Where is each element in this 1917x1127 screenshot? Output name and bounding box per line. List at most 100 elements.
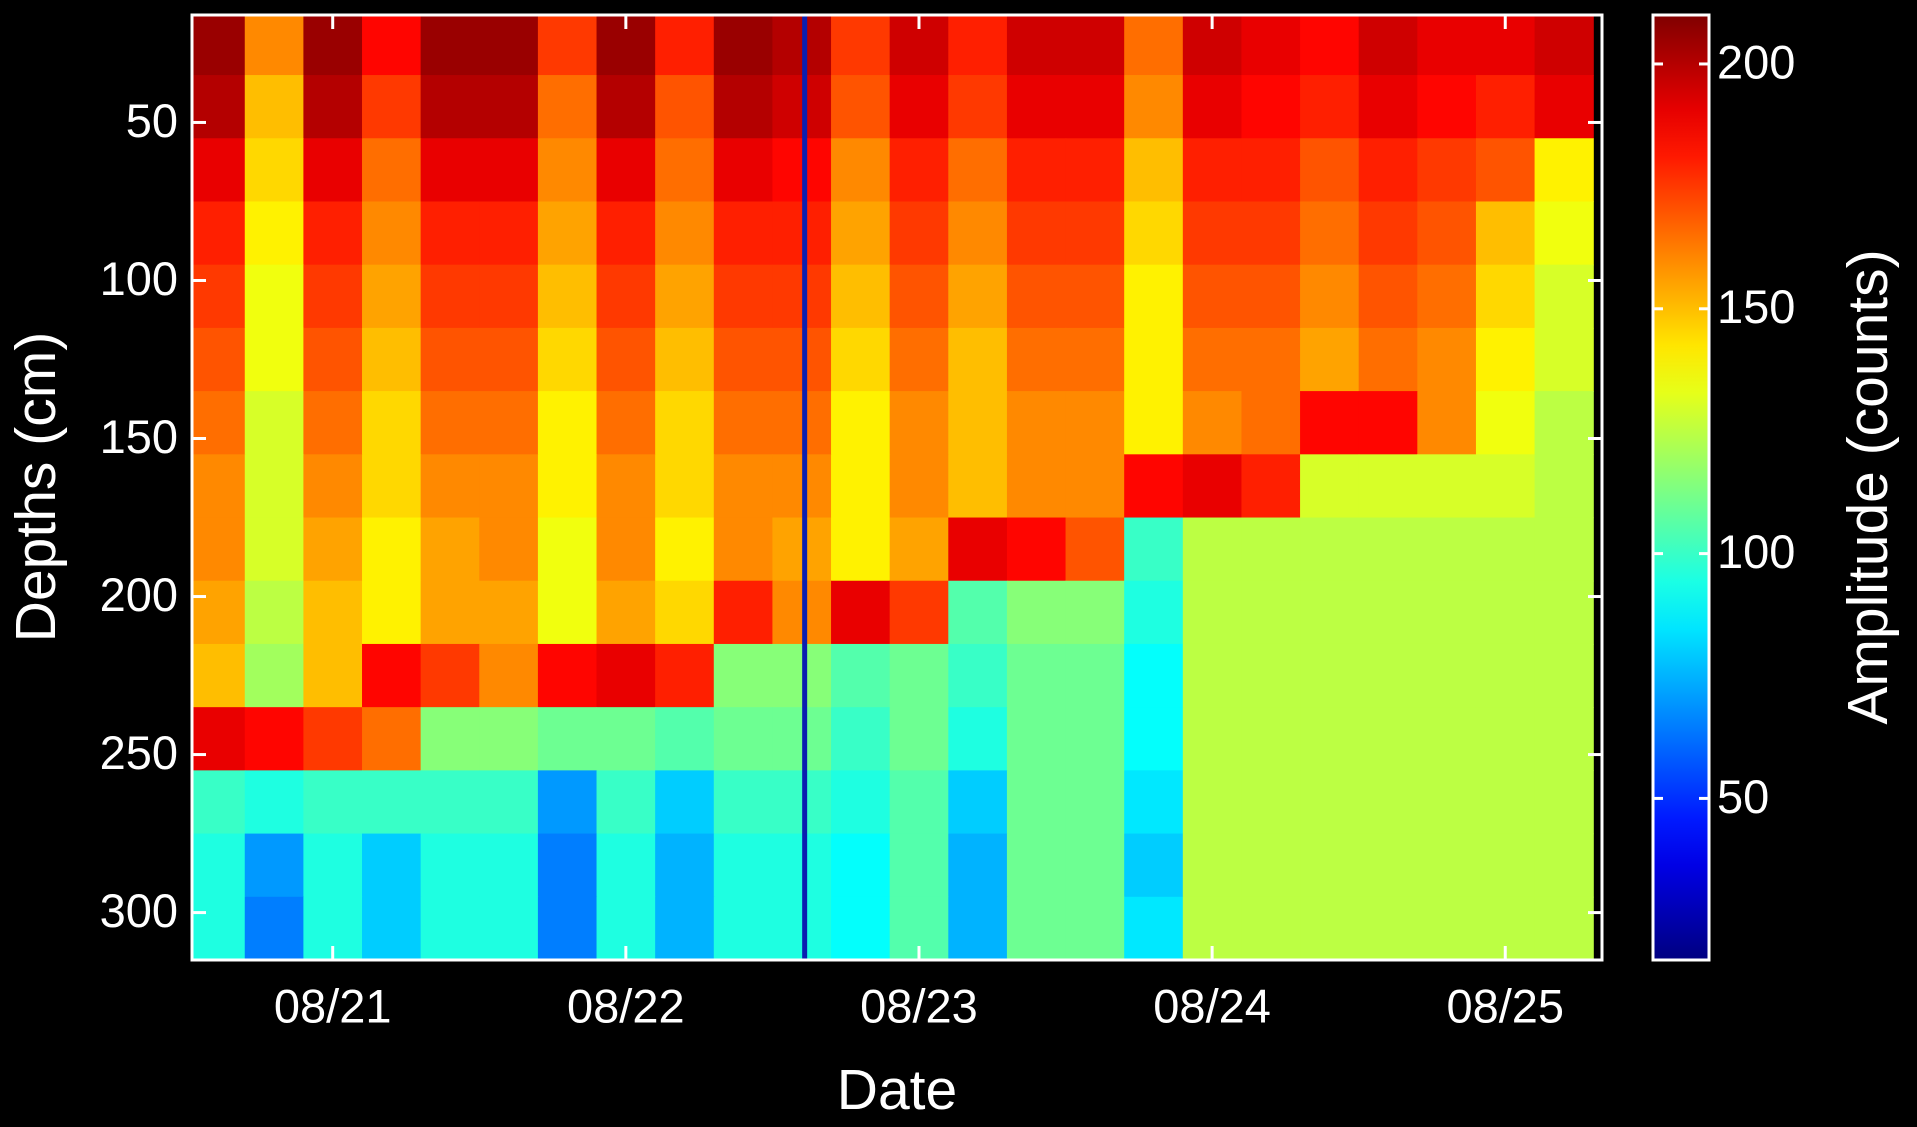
- heat-cell: [1300, 75, 1360, 139]
- heat-cell: [362, 770, 422, 835]
- heat-cell: [1534, 138, 1594, 203]
- heat-cell: [479, 138, 539, 203]
- heat-cell: [303, 327, 363, 392]
- heat-cell: [948, 643, 1008, 708]
- heat-cell: [1124, 327, 1184, 392]
- heat-cell: [303, 643, 363, 708]
- heat-cell: [1358, 517, 1418, 582]
- heat-cell: [479, 580, 539, 645]
- heat-cell: [1417, 707, 1477, 771]
- heat-cell: [1475, 138, 1536, 203]
- heat-cell: [1124, 833, 1184, 898]
- heat-cell: [420, 75, 480, 139]
- heat-cell: [1124, 643, 1184, 708]
- heat-cell: [1006, 643, 1067, 708]
- heat-cell: [244, 517, 304, 582]
- heat-cell: [537, 707, 598, 771]
- heat-cell: [362, 138, 422, 203]
- heat-cell: [1475, 580, 1536, 645]
- heat-cell: [1358, 454, 1418, 519]
- heat-cell: [1534, 643, 1594, 708]
- heat-cell: [303, 264, 363, 329]
- y-tick-label: 300: [100, 884, 178, 937]
- heat-cell: [1358, 643, 1418, 708]
- heat-cell: [1358, 770, 1418, 835]
- heat-cell: [655, 201, 715, 266]
- x-tick-label: 08/22: [567, 979, 685, 1032]
- heat-cell: [1182, 201, 1243, 266]
- heat-cell: [1241, 643, 1301, 708]
- heat-cell: [479, 75, 539, 139]
- heat-cell: [831, 517, 891, 582]
- heat-cell: [1417, 517, 1477, 582]
- heat-cell: [479, 833, 539, 898]
- colorbar-tick-label: 50: [1717, 770, 1769, 823]
- heat-cell: [537, 327, 598, 392]
- heat-cell: [1065, 327, 1125, 392]
- heat-cell: [1182, 75, 1243, 139]
- heat-cell: [1475, 327, 1536, 392]
- heat-cell: [831, 391, 891, 455]
- heat-cell: [655, 15, 715, 76]
- heat-cell: [1182, 391, 1243, 455]
- heat-cell: [889, 707, 949, 771]
- heat-cell: [362, 580, 422, 645]
- heat-cell: [479, 15, 539, 76]
- heat-cell: [831, 580, 891, 645]
- heat-cell: [303, 201, 363, 266]
- heat-cell: [192, 896, 246, 960]
- heat-cell: [537, 15, 598, 76]
- heat-cell: [713, 264, 774, 329]
- heat-cell: [889, 327, 949, 392]
- heat-cell: [1065, 770, 1125, 835]
- heat-cell: [1417, 580, 1477, 645]
- heat-cell: [303, 391, 363, 455]
- heat-cell: [192, 75, 246, 139]
- heat-cell: [1358, 15, 1418, 76]
- heat-cell: [1124, 201, 1184, 266]
- heat-cell: [537, 643, 598, 708]
- heat-cell: [1417, 454, 1477, 519]
- colorbar-tick-label: 100: [1717, 525, 1795, 578]
- heat-cell: [1300, 454, 1360, 519]
- x-tick-label: 08/23: [860, 979, 978, 1032]
- heat-cell: [420, 15, 480, 76]
- heat-cell: [1124, 75, 1184, 139]
- heat-cell: [889, 643, 949, 708]
- heat-cell: [362, 75, 422, 139]
- heat-cell: [772, 264, 832, 329]
- heat-cell: [1300, 580, 1360, 645]
- y-tick-label: 150: [100, 410, 178, 463]
- heat-cell: [1300, 201, 1360, 266]
- heat-cell: [1006, 15, 1067, 76]
- heat-cell: [303, 770, 363, 835]
- heat-cell: [420, 264, 480, 329]
- heat-cell: [420, 770, 480, 835]
- heat-cell: [655, 643, 715, 708]
- x-tick-label: 08/25: [1446, 979, 1564, 1032]
- heat-cell: [889, 75, 949, 139]
- heat-cell: [1475, 833, 1536, 898]
- heat-cell: [1065, 138, 1125, 203]
- heat-cell: [1182, 580, 1243, 645]
- heat-cell: [1241, 15, 1301, 76]
- heat-cell: [1241, 517, 1301, 582]
- heat-cell: [244, 75, 304, 139]
- heat-cell: [1124, 264, 1184, 329]
- heat-cell: [1241, 707, 1301, 771]
- heat-cell: [420, 580, 480, 645]
- x-tick-label: 08/21: [274, 979, 392, 1032]
- heat-cell: [655, 75, 715, 139]
- heat-cell: [831, 15, 891, 76]
- heat-cell: [303, 517, 363, 582]
- heat-cell: [192, 201, 246, 266]
- heat-cell: [1006, 517, 1067, 582]
- heat-cell: [948, 517, 1008, 582]
- x-tick-label: 08/24: [1153, 979, 1271, 1032]
- heat-cell: [1300, 707, 1360, 771]
- heat-cell: [889, 580, 949, 645]
- heat-cell: [1475, 517, 1536, 582]
- y-tick-label: 50: [126, 94, 178, 147]
- heat-cell: [303, 580, 363, 645]
- heat-cell: [537, 201, 598, 266]
